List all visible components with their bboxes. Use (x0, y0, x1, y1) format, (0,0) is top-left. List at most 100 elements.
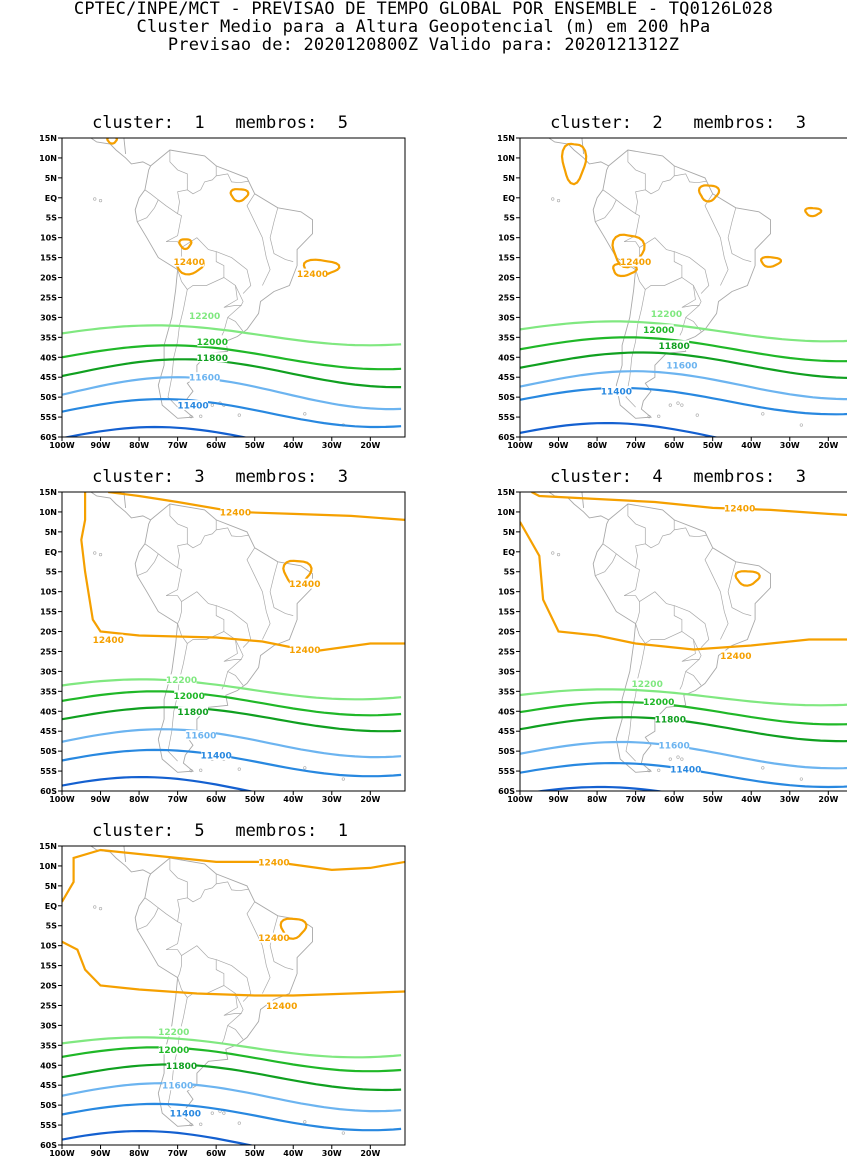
coastline (123, 846, 127, 862)
map-frame (519, 137, 847, 438)
island (657, 414, 661, 418)
island (676, 401, 680, 405)
contour-12400 (229, 188, 250, 203)
contour-12400 (804, 206, 823, 218)
contour-label-bg (632, 678, 663, 689)
contour-11800 (520, 351, 847, 379)
lat-label: 60S (40, 433, 57, 442)
contour-label-bg (158, 1044, 189, 1055)
contour-label-bg (643, 324, 674, 335)
contour-label: 12200 (632, 680, 663, 690)
contour-label-bg (659, 740, 690, 751)
contour-11600 (62, 728, 402, 759)
country-border (595, 543, 617, 577)
contour-label: 11600 (659, 742, 690, 752)
lat-label: 55S (40, 1121, 57, 1130)
lat-label: 10N (39, 154, 57, 163)
map-panel-cluster-4: cluster: 4 membros: 3 12400 12400 12200 120… (478, 467, 847, 817)
panel-title: cluster: 1 membros: 5 (92, 113, 348, 133)
lat-label: EQ (503, 194, 515, 203)
coastline (548, 138, 609, 167)
contour-label-bg (170, 1108, 201, 1119)
contour-11800 (62, 1063, 402, 1092)
lat-label: 5S (504, 568, 516, 577)
contour-label: 12200 (189, 312, 220, 322)
lat-label: 30S (498, 313, 515, 322)
country-border (627, 504, 646, 568)
lat-label: 5N (503, 528, 515, 537)
header-line-1: CPTEC/INPE/MCT - PREVISAO DE TEMPO GLOBA… (73, 0, 774, 19)
lon-label: 20W (360, 795, 380, 804)
lat-label: 55S (498, 767, 515, 776)
lat-label: 45S (498, 373, 515, 382)
contour-12400 (734, 570, 761, 587)
contour-label-bg (178, 400, 209, 411)
lon-label: 40W (283, 1149, 303, 1158)
contour-label: 12000 (158, 1046, 189, 1056)
lat-label: 15N (497, 134, 515, 143)
contour-11200 (520, 422, 720, 437)
contour-label: 12400 (720, 652, 751, 662)
country-border (693, 285, 702, 306)
country-border (645, 165, 675, 195)
island (98, 198, 103, 203)
contour-label: 12400 (220, 508, 251, 518)
contour-11600 (62, 376, 402, 411)
coastline (123, 492, 127, 508)
country-border (181, 237, 225, 290)
island (199, 1122, 203, 1126)
contour-label-bg (174, 256, 205, 267)
contour-label-bg (655, 714, 686, 725)
lon-label: 90W (91, 441, 111, 450)
island (341, 777, 345, 781)
lat-label: 30S (498, 667, 515, 676)
contour-label-bg (258, 856, 289, 867)
country-border (246, 901, 271, 994)
lat-label: 10N (497, 508, 515, 517)
lat-label: 10S (498, 588, 515, 597)
lat-label: 60S (498, 787, 515, 796)
coastline (123, 138, 127, 154)
map-panel-cluster-5: cluster: 5 membros: 1 12400 12400 12400 122… (20, 821, 420, 1171)
contour-label-bg (189, 372, 220, 383)
lat-label: 5N (45, 528, 57, 537)
lat-label: 15N (497, 488, 515, 497)
country-border (137, 189, 159, 223)
lat-label: 40S (40, 707, 57, 716)
country-border (216, 881, 249, 892)
lon-label: 30W (322, 1149, 342, 1158)
country-border (169, 504, 188, 568)
contour-label-bg (670, 764, 701, 775)
map-plot: 12400 12400 12400 12200 12000 11800 11600 11400… (39, 842, 406, 1158)
lon-label: 90W (91, 1149, 111, 1158)
header-line-3: Previsao de: 2020120800Z Valido para: 20… (167, 35, 680, 55)
contour-label-bg (197, 352, 228, 363)
country-border (616, 553, 640, 624)
island (551, 551, 555, 555)
contour-label: 11400 (177, 402, 208, 412)
lat-label: 40S (498, 353, 515, 362)
lon-label: 100W (49, 441, 75, 450)
lat-label: 15N (39, 842, 57, 851)
lat-label: 45S (498, 727, 515, 736)
island (341, 1131, 345, 1135)
map-frame (61, 491, 406, 792)
lat-label: 55S (40, 767, 57, 776)
island (222, 1111, 226, 1115)
lon-label: 40W (741, 441, 761, 450)
lon-label: 60W (206, 795, 226, 804)
contour-12400 (62, 940, 405, 997)
island (676, 755, 680, 759)
island (303, 766, 307, 770)
lat-label: 50S (40, 747, 57, 756)
contour-11800 (520, 716, 847, 743)
contour-label-bg (643, 696, 674, 707)
coastline (548, 492, 609, 521)
lon-label: 90W (91, 795, 111, 804)
map-layer: 12400 12200 12000 11800 11600 11400 (520, 138, 847, 437)
lat-label: 20S (40, 274, 57, 283)
lon-label: 50W (245, 1149, 265, 1158)
contour-11400 (62, 1102, 402, 1132)
contour-label: 12000 (174, 692, 205, 702)
island (657, 768, 661, 772)
